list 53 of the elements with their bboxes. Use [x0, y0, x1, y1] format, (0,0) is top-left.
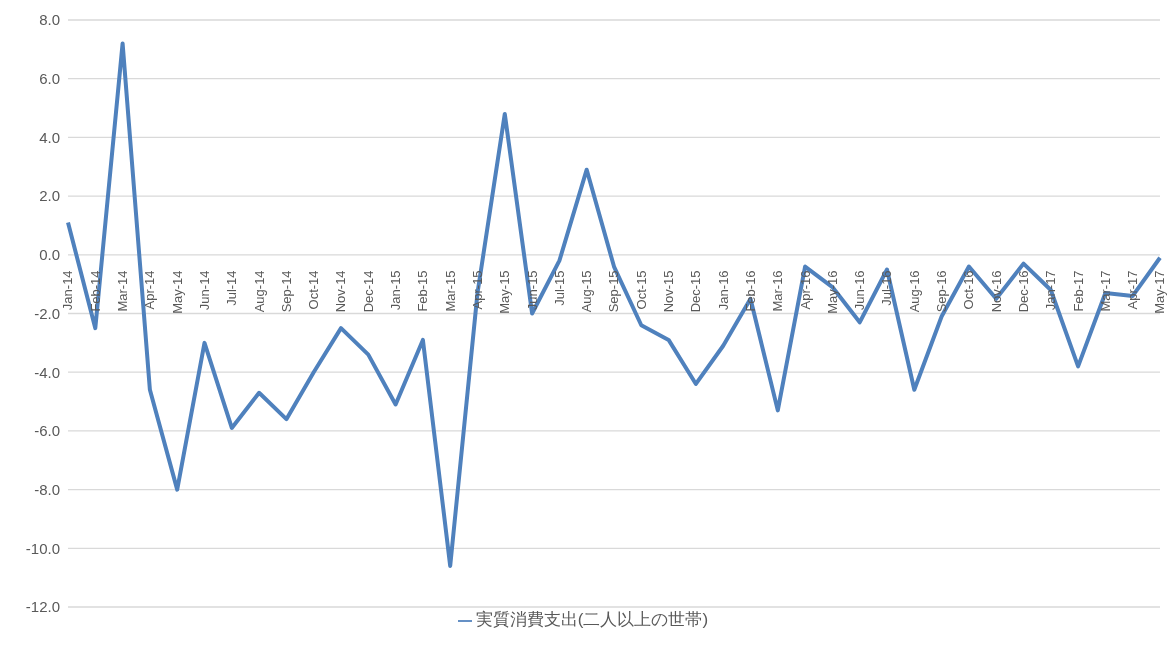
x-tick-label: Jun-15 [524, 270, 540, 311]
x-tick-label: Sep-14 [278, 270, 294, 313]
x-tick-label: Sep-16 [934, 270, 950, 313]
x-tick-label: May-17 [1152, 270, 1168, 314]
x-tick-label: Nov-16 [988, 270, 1004, 313]
x-tick-label: Aug-15 [579, 270, 595, 313]
x-tick-label: May-16 [824, 270, 840, 314]
x-tick-label: Mar-15 [442, 270, 458, 312]
x-tick-label: Dec-15 [688, 270, 704, 313]
y-tick-label: -4.0 [34, 363, 60, 381]
x-tick-label: Apr-15 [470, 270, 485, 310]
x-tick-label: Aug-14 [251, 270, 267, 313]
x-tick-label: Jul-15 [551, 270, 567, 306]
x-tick-label: Mar-14 [115, 270, 131, 312]
x-tick-label: Jan-14 [60, 270, 76, 311]
x-tick-label: Apr-17 [1125, 270, 1141, 310]
x-tick-label: Feb-16 [743, 270, 758, 312]
x-tick-label: Jun-14 [197, 270, 212, 311]
x-tick-label: Nov-14 [333, 270, 349, 313]
x-tick-label: Feb-14 [87, 270, 103, 312]
x-tick-label: Feb-17 [1070, 270, 1086, 312]
y-tick-label: -6.0 [34, 422, 60, 440]
x-tick-label: Apr-14 [142, 270, 158, 310]
legend-label: 実質消費支出(二人以上の世帯) [475, 610, 709, 629]
x-tick-label: Oct-15 [633, 270, 649, 310]
x-tick-label: May-15 [497, 270, 513, 314]
x-tick-label: Jun-16 [852, 270, 868, 311]
x-tick-label: Jan-16 [715, 270, 731, 311]
x-tick-label: Feb-15 [415, 270, 431, 312]
x-tick-label: Jan-17 [1043, 270, 1059, 311]
y-tick-label: -12.0 [25, 598, 60, 616]
x-tick-label: Mar-16 [770, 270, 786, 312]
x-tick-label: Jan-15 [388, 270, 404, 311]
x-tick-label: Oct-14 [306, 270, 322, 310]
y-tick-label: 0.0 [39, 246, 60, 264]
y-tick-label: 6.0 [39, 70, 60, 88]
x-tick-label: Jul-14 [224, 270, 240, 306]
x-tick-label: Nov-15 [661, 270, 677, 313]
x-tick-label: Aug-16 [906, 270, 922, 313]
y-tick-label: -8.0 [34, 480, 60, 498]
x-tick-label: May-14 [169, 270, 185, 314]
y-tick-label: -10.0 [25, 539, 60, 557]
y-tick-label: 2.0 [39, 187, 60, 205]
x-tick-label: Dec-14 [360, 270, 376, 313]
x-tick-label: Jul-16 [879, 270, 895, 306]
y-tick-label: 4.0 [39, 128, 60, 146]
x-tick-label: Mar-17 [1097, 270, 1113, 312]
x-tick-label: Sep-15 [606, 270, 622, 313]
x-tick-label: Dec-16 [1016, 270, 1031, 313]
y-tick-label: -2.0 [34, 304, 60, 322]
x-tick-label: Apr-16 [797, 270, 813, 310]
y-tick-label: 8.0 [39, 11, 60, 29]
x-tick-label: Oct-16 [961, 270, 977, 310]
